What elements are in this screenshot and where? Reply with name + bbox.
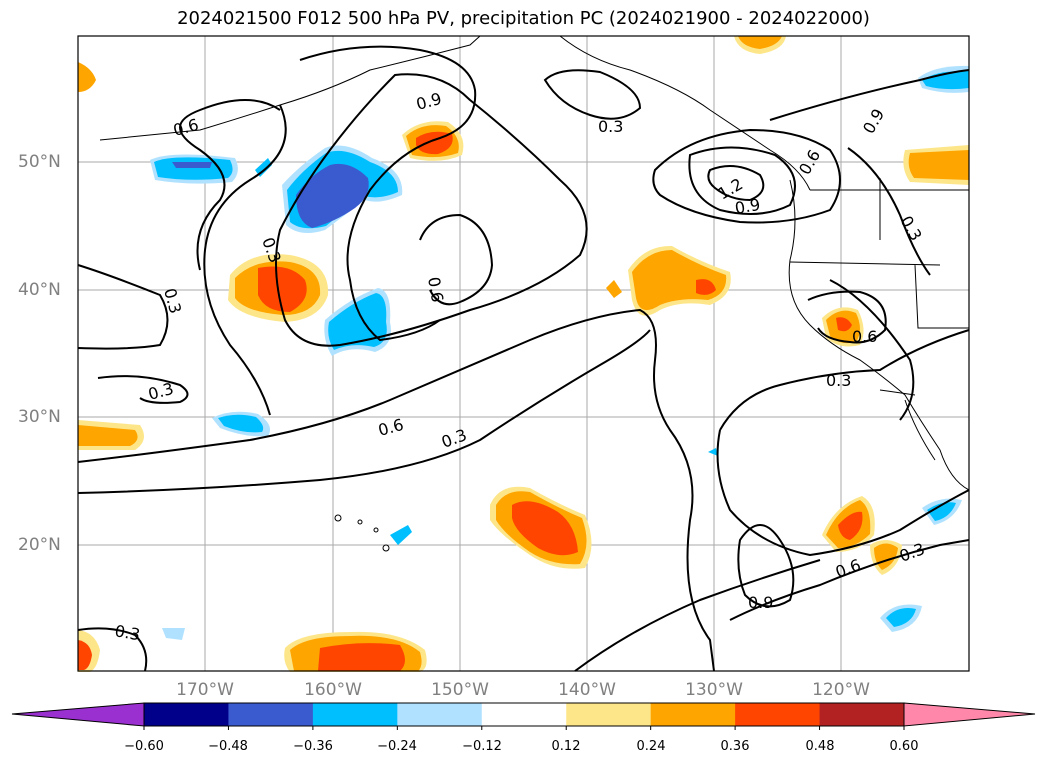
precip-patch — [218, 414, 264, 433]
map-title: 2024021500 F012 500 hPa PV, precipitatio… — [177, 8, 870, 29]
lon-label: 130°W — [685, 680, 743, 700]
pv-contours — [77, 45, 970, 672]
colorbar-extend-right — [904, 703, 1035, 726]
precip-patch — [836, 317, 852, 332]
contour-label: 0.3 — [598, 117, 623, 136]
map-frame — [77, 35, 970, 672]
colorbar-tick-label: −0.12 — [462, 739, 502, 754]
precip-patch — [258, 266, 307, 312]
precip-patch — [606, 280, 622, 298]
precip-patch — [390, 525, 412, 545]
lat-label: 20°N — [18, 535, 61, 555]
lon-label: 170°W — [176, 680, 234, 700]
lon-label: 120°W — [812, 680, 870, 700]
lon-label: 140°W — [558, 680, 616, 700]
colorbar-tick-label: −0.48 — [208, 739, 248, 754]
precip-patch — [922, 70, 969, 90]
colorbar-extend-left — [12, 703, 144, 726]
precip-patch — [886, 608, 916, 627]
precip-patch — [78, 640, 92, 670]
colorbar-cells — [144, 703, 905, 726]
contour-label: 0.9 — [733, 195, 761, 218]
precip-patch — [328, 293, 387, 350]
precip-patch — [708, 448, 718, 456]
precip-patch — [162, 628, 185, 640]
colorbar-tick-label: −0.36 — [293, 739, 333, 754]
colorbar-tick-label: 0.36 — [720, 739, 750, 754]
contour-label: 0.3 — [113, 621, 141, 644]
precip-patch — [78, 62, 96, 92]
colorbar-cell — [481, 703, 567, 726]
contour-label: 0.6 — [424, 275, 447, 303]
precip-patch — [927, 502, 956, 521]
lon-label: 150°W — [431, 680, 489, 700]
precip-patch — [78, 425, 138, 446]
colorbar-tick-label: 0.48 — [805, 739, 835, 754]
precip-patch — [632, 250, 727, 311]
colorbar-tick-label: 0.60 — [889, 739, 919, 754]
precip-patch — [172, 162, 212, 168]
precip-patch — [908, 150, 969, 180]
colorbar — [11, 702, 1036, 730]
colorbar-cell — [819, 703, 905, 726]
precip-patch — [838, 511, 863, 540]
colorbar-cell — [566, 703, 652, 726]
precip-patch — [512, 501, 578, 556]
colorbar-cell — [144, 703, 229, 726]
contour-label: 0.9 — [748, 593, 773, 612]
lat-label: 40°N — [18, 280, 61, 300]
colorbar-cell — [735, 703, 821, 726]
lat-label: 50°N — [18, 152, 61, 172]
colorbar-cell — [397, 703, 483, 726]
contour-label: 0.3 — [826, 371, 851, 390]
precip-patch — [255, 158, 272, 177]
colorbar-cell — [650, 703, 736, 726]
precip-patch — [154, 157, 233, 180]
colorbar-tick-label: 0.24 — [636, 739, 666, 754]
precip-patch — [296, 163, 369, 228]
precip-patch — [738, 36, 782, 49]
contour-label: 0.6 — [852, 327, 877, 346]
colorbar-tick-label: −0.60 — [124, 739, 164, 754]
colorbar-tick-label: −0.24 — [377, 739, 417, 754]
lon-label: 160°W — [304, 680, 362, 700]
precip-patch — [318, 643, 405, 671]
precip-patch — [696, 279, 716, 295]
colorbar-cell — [228, 703, 314, 726]
colorbar-cell — [312, 703, 398, 726]
lat-label: 30°N — [18, 407, 61, 427]
colorbar-tick-label: 0.12 — [551, 739, 581, 754]
